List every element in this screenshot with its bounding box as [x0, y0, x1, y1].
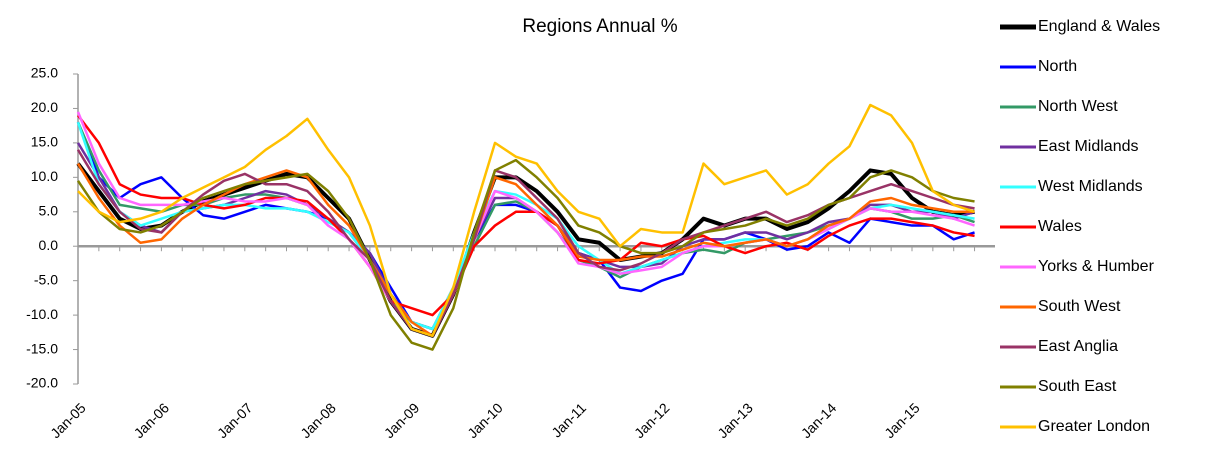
legend-label: East Anglia	[1038, 338, 1118, 355]
series-line	[77, 103, 975, 338]
legend-label: North West	[1038, 98, 1118, 115]
legend-label: Wales	[1038, 218, 1082, 235]
x-tick-label: Jan-15	[881, 400, 923, 442]
chart-title: Regions Annual %	[522, 16, 677, 37]
legend-label: South East	[1038, 378, 1117, 395]
x-tick-label: Jan-10	[464, 400, 506, 442]
y-tick-label: -5.0	[34, 271, 58, 287]
series-line	[76, 121, 975, 331]
legend-label: West Midlands	[1038, 178, 1143, 195]
y-tick-label: 20.0	[31, 99, 58, 115]
y-tick-label: -15.0	[26, 340, 58, 356]
series-line	[76, 149, 975, 338]
x-tick-label: Jan-12	[631, 400, 673, 442]
x-tick-label: Jan-14	[798, 400, 840, 442]
y-tick-label: 15.0	[31, 134, 58, 150]
y-tick-label: 25.0	[31, 65, 58, 81]
y-tick-label: -10.0	[26, 306, 58, 322]
x-tick-label: Jan-06	[131, 400, 173, 442]
legend-label: South West	[1038, 298, 1121, 315]
legend-label: East Midlands	[1038, 138, 1139, 155]
legend-label: Greater London	[1038, 418, 1150, 435]
legend-label: Yorks & Humber	[1038, 258, 1155, 275]
y-tick-label: 0.0	[39, 237, 59, 253]
legend-label: North	[1038, 58, 1077, 75]
x-tick-label: Jan-09	[381, 400, 423, 442]
x-tick-label: Jan-07	[214, 400, 256, 442]
x-tick-label: Jan-13	[714, 400, 756, 442]
series-line	[76, 158, 975, 351]
series-line	[76, 162, 975, 338]
series-line	[76, 111, 975, 338]
x-tick-label: Jan-11	[548, 400, 589, 441]
y-tick-label: 5.0	[39, 202, 59, 218]
x-tick-label: Jan-08	[297, 400, 339, 442]
y-tick-label: 10.0	[31, 168, 58, 184]
series-line	[76, 142, 975, 331]
legend-label: England & Wales	[1038, 18, 1160, 35]
x-tick-label: Jan-05	[47, 400, 89, 442]
y-tick-label: -20.0	[26, 375, 58, 391]
series-line	[77, 114, 975, 317]
